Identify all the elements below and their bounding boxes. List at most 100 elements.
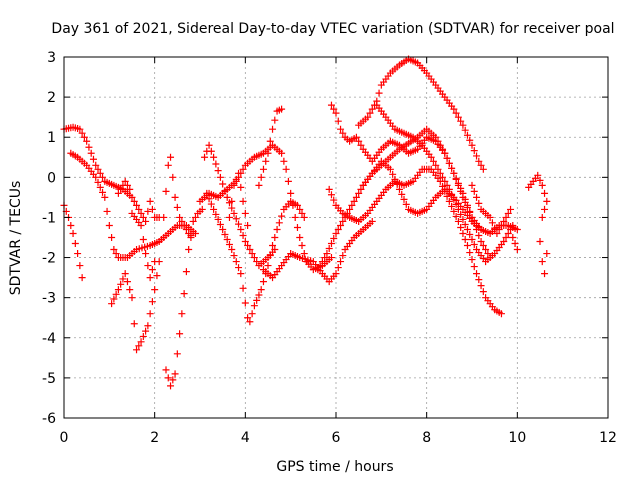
data-point bbox=[468, 141, 476, 149]
x-tick-label: 2 bbox=[150, 430, 159, 446]
data-point bbox=[439, 173, 447, 181]
data-point bbox=[459, 193, 467, 201]
x-tick-label: 12 bbox=[599, 430, 617, 446]
data-point bbox=[235, 169, 243, 177]
data-point bbox=[500, 217, 508, 225]
data-point bbox=[507, 205, 515, 213]
data-point bbox=[232, 175, 240, 183]
data-point bbox=[375, 89, 383, 97]
data-point bbox=[71, 240, 79, 248]
data-point bbox=[477, 161, 485, 169]
data-point bbox=[463, 203, 471, 211]
data-point bbox=[484, 250, 492, 258]
data-point bbox=[244, 221, 252, 229]
data-point bbox=[257, 173, 265, 181]
data-point bbox=[452, 175, 460, 183]
data-point bbox=[235, 264, 243, 272]
data-point bbox=[332, 270, 340, 278]
data-point bbox=[273, 225, 281, 233]
data-point bbox=[201, 153, 209, 161]
data-point bbox=[169, 376, 177, 384]
data-point bbox=[364, 113, 372, 121]
data-point bbox=[230, 209, 238, 217]
data-point bbox=[296, 205, 304, 213]
data-point bbox=[232, 258, 240, 266]
data-point bbox=[237, 225, 245, 233]
data-point bbox=[164, 374, 172, 382]
data-point bbox=[117, 280, 125, 288]
data-point bbox=[368, 105, 376, 113]
data-point bbox=[482, 246, 490, 254]
data-point bbox=[543, 197, 551, 205]
data-point bbox=[255, 181, 263, 189]
data-point bbox=[205, 141, 213, 149]
data-point bbox=[269, 125, 277, 133]
data-point bbox=[466, 136, 474, 144]
data-point bbox=[241, 238, 249, 246]
data-point bbox=[470, 263, 478, 271]
data-point bbox=[223, 236, 231, 244]
data-point bbox=[230, 252, 238, 260]
data-point bbox=[173, 203, 181, 211]
data-point bbox=[207, 200, 215, 208]
data-point bbox=[457, 223, 465, 231]
data-point bbox=[144, 322, 152, 330]
data-point bbox=[67, 221, 75, 229]
data-point bbox=[536, 176, 544, 184]
data-point bbox=[207, 147, 215, 155]
data-point bbox=[259, 165, 267, 173]
data-point bbox=[441, 149, 449, 157]
data-point bbox=[504, 209, 512, 217]
data-point bbox=[436, 169, 444, 177]
data-point bbox=[445, 159, 453, 167]
y-tick-label: -4 bbox=[42, 331, 56, 347]
y-tick-label: -3 bbox=[42, 291, 56, 307]
data-point bbox=[334, 225, 342, 233]
data-point bbox=[289, 201, 297, 209]
data-point bbox=[96, 183, 104, 191]
data-point bbox=[94, 178, 102, 186]
data-point bbox=[248, 310, 256, 318]
data-point bbox=[126, 185, 134, 193]
data-point bbox=[264, 149, 272, 157]
x-axis: 0 2 4 6 8 10 12 bbox=[60, 57, 617, 446]
data-point bbox=[452, 109, 460, 117]
x-axis-title: GPS time / hours bbox=[276, 459, 393, 475]
data-point bbox=[450, 105, 458, 113]
data-point bbox=[164, 161, 172, 169]
data-point bbox=[402, 200, 410, 208]
data-point bbox=[432, 161, 440, 169]
data-point bbox=[339, 217, 347, 225]
data-point bbox=[468, 181, 476, 189]
data-point bbox=[450, 169, 458, 177]
data-point bbox=[151, 258, 159, 266]
data-point bbox=[185, 246, 193, 254]
data-point bbox=[436, 141, 444, 149]
data-point bbox=[142, 250, 150, 258]
data-point bbox=[466, 208, 474, 216]
data-point bbox=[182, 225, 190, 233]
data-point bbox=[293, 223, 301, 231]
data-point bbox=[538, 213, 546, 221]
data-point bbox=[230, 181, 238, 189]
data-point bbox=[114, 286, 122, 294]
series-s20 bbox=[525, 171, 551, 278]
data-point bbox=[368, 217, 376, 225]
data-point bbox=[176, 330, 184, 338]
data-point bbox=[334, 117, 342, 125]
data-point bbox=[541, 205, 549, 213]
data-point bbox=[461, 220, 469, 228]
data-point bbox=[110, 246, 118, 254]
data-point bbox=[477, 238, 485, 246]
data-point bbox=[253, 296, 261, 304]
data-point bbox=[475, 157, 483, 165]
data-point bbox=[130, 197, 138, 205]
data-point bbox=[76, 125, 84, 133]
data-point bbox=[266, 252, 274, 260]
data-point bbox=[339, 252, 347, 260]
data-point bbox=[452, 200, 460, 208]
data-point bbox=[459, 215, 467, 223]
data-point bbox=[137, 338, 145, 346]
data-point bbox=[475, 276, 483, 284]
data-point bbox=[457, 117, 465, 125]
